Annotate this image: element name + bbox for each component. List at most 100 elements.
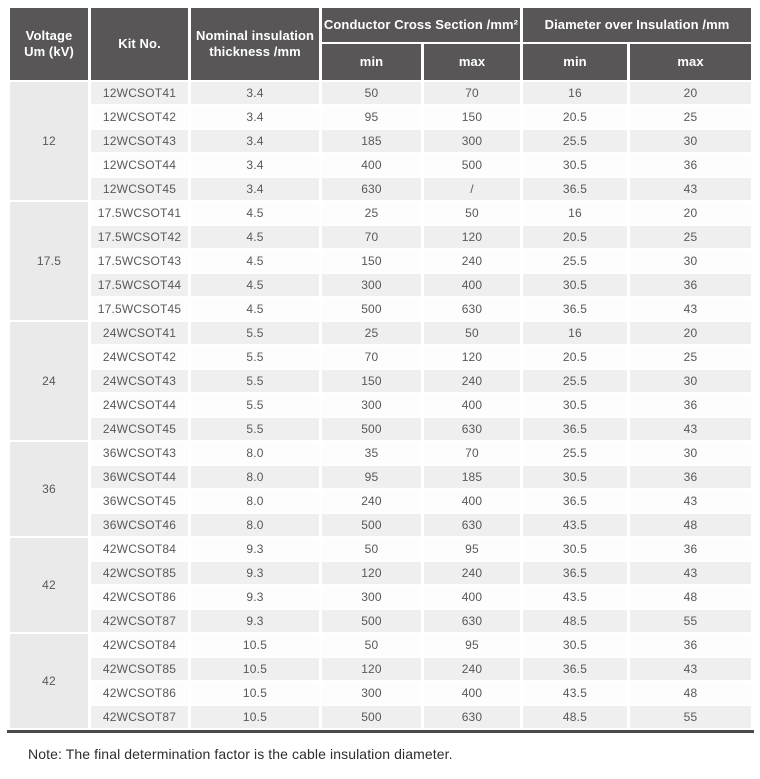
dia-min-cell: 30.5 xyxy=(523,274,627,296)
ccs-max-cell: 300 xyxy=(424,130,520,152)
kit-no-cell: 12WCSOT44 xyxy=(91,154,188,176)
table-row: 12WCSOT44 3.4 400 500 30.5 36 xyxy=(10,154,752,176)
dia-min-cell: 30.5 xyxy=(523,154,627,176)
ccs-min-cell: 240 xyxy=(322,490,421,512)
dia-min-cell: 36.5 xyxy=(523,562,627,584)
ccs-min-cell: 500 xyxy=(322,514,421,536)
ccs-min-cell: 500 xyxy=(322,418,421,440)
table-row: 17.5WCSOT45 4.5 500 630 36.5 43 xyxy=(10,298,752,320)
thickness-cell: 3.4 xyxy=(191,82,319,104)
thickness-cell: 5.5 xyxy=(191,394,319,416)
table-row: 24WCSOT43 5.5 150 240 25.5 30 xyxy=(10,370,752,392)
table-row: 12WCSOT42 3.4 95 150 20.5 25 xyxy=(10,106,752,128)
dia-max-cell: 36 xyxy=(630,634,752,656)
dia-min-cell: 43.5 xyxy=(523,514,627,536)
kit-no-cell: 24WCSOT42 xyxy=(91,346,188,368)
ccs-min-cell: 120 xyxy=(322,658,421,680)
ccs-min-cell: 70 xyxy=(322,226,421,248)
thickness-cell: 10.5 xyxy=(191,658,319,680)
header-conductor-cross-section: Conductor Cross Section /mm² xyxy=(322,8,520,42)
thickness-cell: 3.4 xyxy=(191,130,319,152)
kit-no-cell: 24WCSOT45 xyxy=(91,418,188,440)
ccs-min-cell: 630 xyxy=(322,178,421,200)
header-nominal-thickness: Nominal insulation thickness /mm xyxy=(191,8,319,80)
ccs-max-cell: / xyxy=(424,178,520,200)
ccs-max-cell: 120 xyxy=(424,226,520,248)
kit-no-cell: 42WCSOT85 xyxy=(91,562,188,584)
dia-max-cell: 36 xyxy=(630,154,752,176)
ccs-max-cell: 400 xyxy=(424,394,520,416)
ccs-min-cell: 35 xyxy=(322,442,421,464)
dia-min-cell: 36.5 xyxy=(523,490,627,512)
table-bottom-rule xyxy=(7,730,754,733)
dia-max-cell: 43 xyxy=(630,298,752,320)
table-row: 36 36WCSOT43 8.0 35 70 25.5 30 xyxy=(10,442,752,536)
voltage-cell: 42 xyxy=(10,634,88,728)
thickness-cell: 4.5 xyxy=(191,298,319,320)
header-kit-no: Kit No. xyxy=(91,8,188,80)
dia-max-cell: 43 xyxy=(630,562,752,584)
thickness-cell: 4.5 xyxy=(191,202,319,224)
dia-max-cell: 36 xyxy=(630,466,752,488)
dia-min-cell: 16 xyxy=(523,202,627,224)
table-header: Voltage Um (kV) Kit No. Nominal insulati… xyxy=(10,8,752,80)
kit-no-cell: 12WCSOT45 xyxy=(91,178,188,200)
header-ccs-min: min xyxy=(322,44,421,80)
dia-min-cell: 48.5 xyxy=(523,706,627,728)
ccs-max-cell: 95 xyxy=(424,538,520,560)
ccs-min-cell: 300 xyxy=(322,682,421,704)
dia-max-cell: 43 xyxy=(630,418,752,440)
table-row: 36WCSOT45 8.0 240 400 36.5 43 xyxy=(10,490,752,512)
dia-min-cell: 36.5 xyxy=(523,658,627,680)
voltage-cell: 24 xyxy=(10,322,88,440)
table-row: 17.5WCSOT43 4.5 150 240 25.5 30 xyxy=(10,250,752,272)
ccs-max-cell: 630 xyxy=(424,298,520,320)
ccs-max-cell: 630 xyxy=(424,610,520,632)
thickness-cell: 5.5 xyxy=(191,322,319,344)
ccs-min-cell: 120 xyxy=(322,562,421,584)
ccs-max-cell: 70 xyxy=(424,442,520,464)
dia-max-cell: 48 xyxy=(630,514,752,536)
header-row-groups: Voltage Um (kV) Kit No. Nominal insulati… xyxy=(10,8,752,80)
ccs-max-cell: 70 xyxy=(424,82,520,104)
table-row: 24 24WCSOT41 5.5 25 50 16 20 xyxy=(10,322,752,440)
voltage-cell: 17.5 xyxy=(10,202,88,320)
ccs-min-cell: 50 xyxy=(322,634,421,656)
kit-no-cell: 36WCSOT46 xyxy=(91,514,188,536)
thickness-cell: 4.5 xyxy=(191,226,319,248)
voltage-cell: 42 xyxy=(10,538,88,632)
dia-max-cell: 20 xyxy=(630,202,752,224)
table-row: 12WCSOT43 3.4 185 300 25.5 30 xyxy=(10,130,752,152)
thickness-cell: 8.0 xyxy=(191,442,319,464)
dia-max-cell: 43 xyxy=(630,178,752,200)
ccs-min-cell: 95 xyxy=(322,106,421,128)
thickness-cell: 3.4 xyxy=(191,154,319,176)
kit-no-cell: 24WCSOT44 xyxy=(91,394,188,416)
dia-max-cell: 43 xyxy=(630,658,752,680)
dia-max-cell: 48 xyxy=(630,682,752,704)
dia-max-cell: 25 xyxy=(630,226,752,248)
ccs-max-cell: 120 xyxy=(424,346,520,368)
thickness-cell: 5.5 xyxy=(191,418,319,440)
ccs-min-cell: 185 xyxy=(322,130,421,152)
dia-max-cell: 36 xyxy=(630,394,752,416)
ccs-min-cell: 25 xyxy=(322,322,421,344)
kit-no-cell: 42WCSOT86 xyxy=(91,682,188,704)
ccs-min-cell: 300 xyxy=(322,274,421,296)
ccs-min-cell: 500 xyxy=(322,610,421,632)
table-row: 12WCSOT45 3.4 630/36.5 43 xyxy=(10,178,752,200)
table-row: 42WCSOT87 10.5 500 630 48.5 55 xyxy=(10,706,752,728)
dia-max-cell: 25 xyxy=(630,106,752,128)
dia-min-cell: 36.5 xyxy=(523,178,627,200)
thickness-cell: 4.5 xyxy=(191,250,319,272)
ccs-max-cell: 240 xyxy=(424,250,520,272)
table-row: 42WCSOT86 10.5 300 400 43.5 48 xyxy=(10,682,752,704)
voltage-cell: 36 xyxy=(10,442,88,536)
thickness-cell: 5.5 xyxy=(191,346,319,368)
kit-no-cell: 17.5WCSOT41 xyxy=(91,202,188,224)
table-row: 17.5WCSOT44 4.5 300 400 30.5 36 xyxy=(10,274,752,296)
thickness-cell: 5.5 xyxy=(191,370,319,392)
kit-no-cell: 24WCSOT43 xyxy=(91,370,188,392)
kit-no-cell: 12WCSOT43 xyxy=(91,130,188,152)
dia-min-cell: 20.5 xyxy=(523,226,627,248)
